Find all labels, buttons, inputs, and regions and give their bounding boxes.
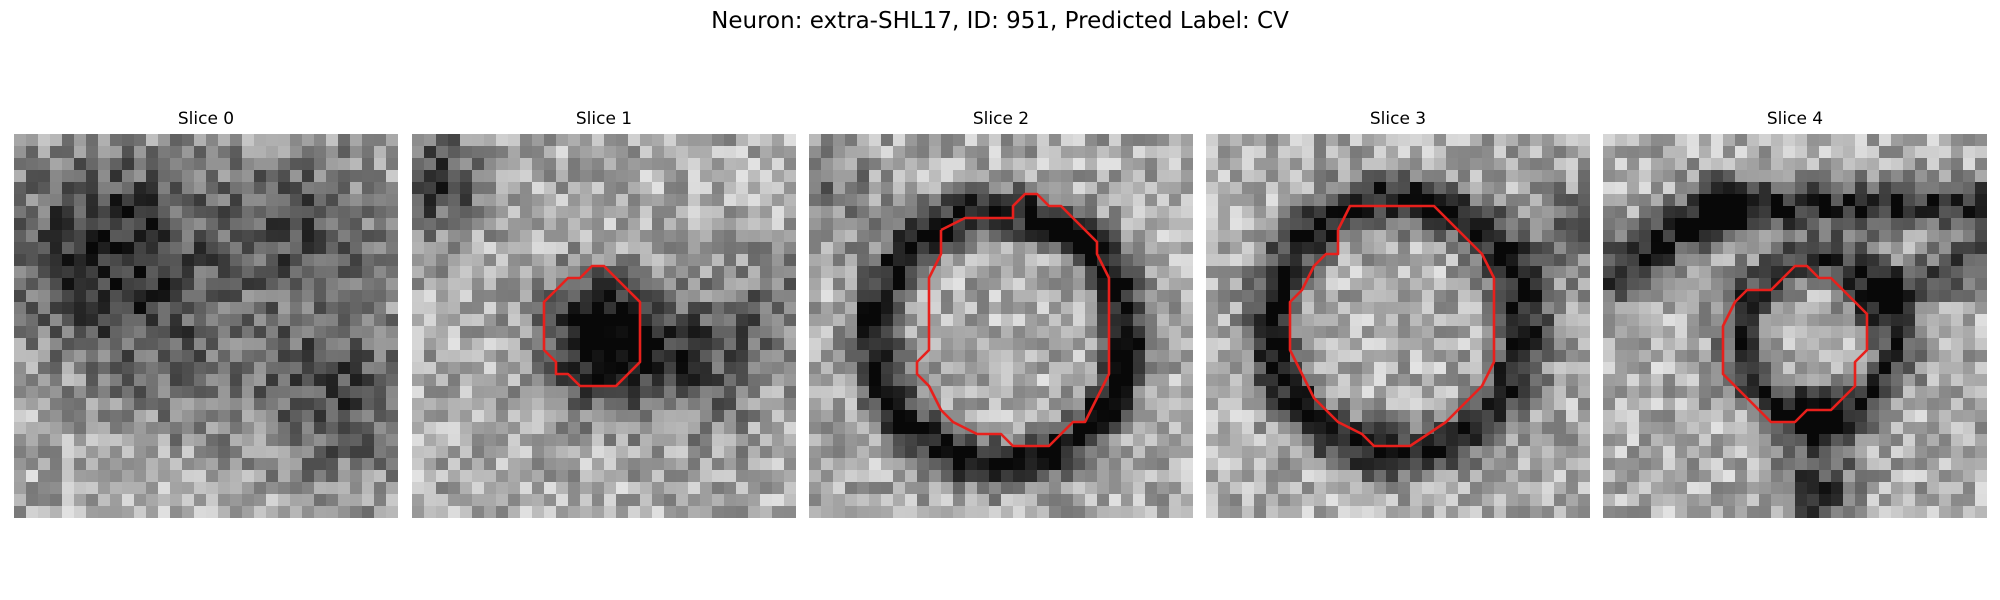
slice-4-image xyxy=(1603,134,1987,518)
slice-0-title: Slice 0 xyxy=(177,109,235,129)
slice-0-image xyxy=(14,134,398,518)
slice-3-segmentation-contour xyxy=(1288,204,1496,448)
slice-1-segmentation-contour xyxy=(542,264,642,388)
slice-2-image xyxy=(809,134,1193,518)
slice-4-title: Slice 4 xyxy=(1766,109,1824,129)
slice-1-image xyxy=(412,134,796,518)
slice-1-title: Slice 1 xyxy=(575,109,633,129)
slice-4-segmentation-contour xyxy=(1721,264,1869,424)
slice-2-segmentation-contour xyxy=(915,192,1111,448)
slice-3-title: Slice 3 xyxy=(1369,109,1427,129)
figure-title: Neuron: extra-SHL17, ID: 951, Predicted … xyxy=(711,8,1289,34)
slice-3-image xyxy=(1206,134,1590,518)
slice-2-title: Slice 2 xyxy=(972,109,1030,129)
